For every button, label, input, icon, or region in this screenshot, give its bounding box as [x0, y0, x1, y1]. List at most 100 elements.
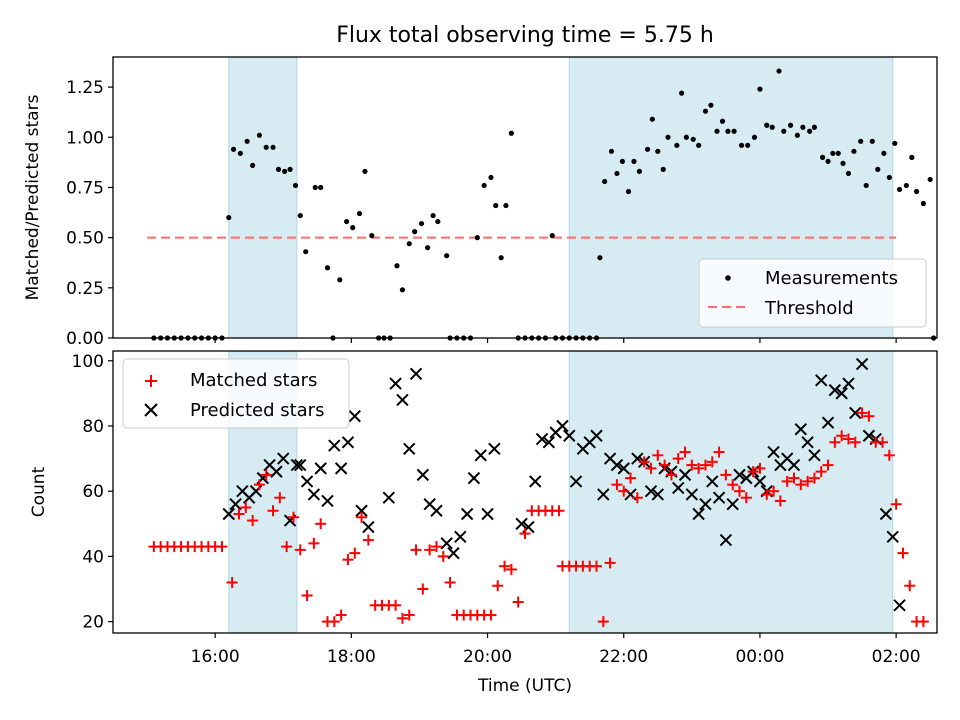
measurement-point	[764, 122, 770, 128]
matched-stars-point	[512, 596, 524, 608]
predicted-stars-point	[842, 377, 855, 390]
matched-stars-point	[505, 563, 517, 575]
predicted-stars-point	[893, 599, 906, 612]
ratio-ytick-label: 0.50	[66, 229, 104, 249]
matched-stars-point	[904, 580, 916, 592]
predicted-stars-point	[396, 393, 409, 407]
bot-shade-band-1	[568, 350, 894, 634]
measurement-point	[270, 144, 276, 150]
ratio-ytick-label: 0.75	[66, 178, 104, 198]
measurement-point	[825, 158, 831, 164]
matched-stars-point	[485, 609, 497, 621]
legend-matched-label: Matched stars	[190, 370, 317, 391]
count-legend: Matched stars Predicted stars	[122, 358, 350, 429]
predicted-stars-point	[706, 475, 719, 488]
predicted-stars-point	[801, 436, 814, 449]
measurement-point	[819, 154, 826, 160]
measurement-point	[909, 154, 915, 160]
measurement-point	[250, 162, 256, 168]
predicted-stars-point	[389, 377, 402, 390]
matched-stars-point	[829, 436, 841, 448]
matched-stars-point	[492, 580, 504, 592]
predicted-stars-point	[617, 462, 630, 475]
predicted-stars-point	[300, 475, 314, 488]
matched-stars-point	[897, 547, 909, 559]
measurement-point	[369, 233, 375, 239]
measurement-point	[549, 233, 555, 239]
measurement-point	[896, 186, 903, 193]
measurement-point	[683, 134, 689, 140]
measurement-point	[807, 128, 813, 134]
predicted-stars-point	[542, 436, 556, 449]
predicted-stars-point	[699, 498, 712, 511]
predicted-stars-point	[794, 423, 808, 436]
measurement-point	[858, 138, 864, 144]
measurement-point	[636, 168, 643, 175]
measurement-point	[324, 265, 331, 271]
matched-stars-point	[597, 616, 609, 628]
legend-measurements-label: Measurements	[765, 268, 898, 289]
predicted-stars-point	[597, 488, 610, 501]
measurement-point	[665, 134, 671, 140]
measurement-point	[597, 255, 603, 261]
predicted-stars-point	[447, 546, 460, 560]
measurement-point	[776, 68, 782, 74]
measurement-point	[282, 168, 288, 175]
matched-stars-point	[281, 541, 293, 553]
matched-stars-point	[315, 518, 327, 530]
ratio-ytick-label: 1.25	[66, 78, 104, 98]
legend-measurements-marker	[725, 275, 731, 281]
predicted-stars-point	[563, 429, 576, 442]
measurement-point	[840, 160, 846, 166]
ratio-y-axis-label: Matched/Predicted stars	[23, 94, 43, 300]
measurement-point	[498, 255, 504, 261]
measurement-point	[292, 182, 299, 189]
predicted-stars-point	[362, 520, 375, 534]
measurement-point	[731, 128, 737, 134]
measurement-point	[508, 130, 514, 136]
count-xtick-label: 16:00	[191, 647, 240, 667]
measurement-point	[903, 182, 909, 189]
predicted-stars-point	[454, 530, 467, 544]
ratio-ytick-label: 0.00	[66, 329, 104, 349]
measurement-point	[503, 202, 509, 209]
predicted-stars-point	[515, 517, 528, 530]
matched-stars-point	[390, 599, 402, 611]
matched-stars-point	[781, 475, 793, 487]
ratio-legend: Measurements Threshold	[698, 258, 927, 328]
measurement-point	[625, 188, 632, 195]
matched-stars-point	[672, 453, 684, 465]
matched-stars-point	[362, 534, 374, 546]
matched-stars-point	[260, 469, 272, 481]
matched-stars-point	[618, 485, 630, 497]
matched-stars-point	[842, 433, 854, 445]
matched-stars-point	[713, 446, 725, 458]
measurement-point	[412, 229, 418, 235]
measurement-point	[406, 241, 412, 247]
predicted-stars-point	[672, 481, 685, 495]
top-shade-band-0	[228, 56, 298, 339]
matched-stars-point	[444, 576, 456, 588]
measurement-point	[781, 128, 787, 134]
count-ytick-label: 40	[82, 547, 104, 567]
measurement-point	[619, 158, 625, 164]
measurement-point	[474, 235, 480, 241]
matched-stars-point	[253, 479, 265, 491]
matched-stars-point	[240, 501, 252, 513]
measurement-point	[714, 128, 720, 134]
predicted-stars-point	[294, 458, 307, 472]
count-x-axis-label: Time (UTC)	[477, 676, 572, 696]
ratio-x-ticks	[214, 338, 897, 343]
matched-stars-point	[665, 469, 677, 481]
ratio-legend-box	[698, 258, 927, 328]
measurement-points	[151, 68, 937, 341]
measurement-point	[738, 142, 745, 148]
legend-predicted-marker	[144, 403, 158, 417]
measurement-point	[649, 116, 655, 122]
measurement-point	[655, 148, 661, 154]
count-xtick-label: 02:00	[872, 647, 921, 667]
measurement-point	[644, 146, 651, 152]
ratio-ytick-label: 1.00	[66, 128, 104, 148]
measurement-point	[851, 148, 857, 154]
matched-stars-point	[706, 456, 718, 468]
